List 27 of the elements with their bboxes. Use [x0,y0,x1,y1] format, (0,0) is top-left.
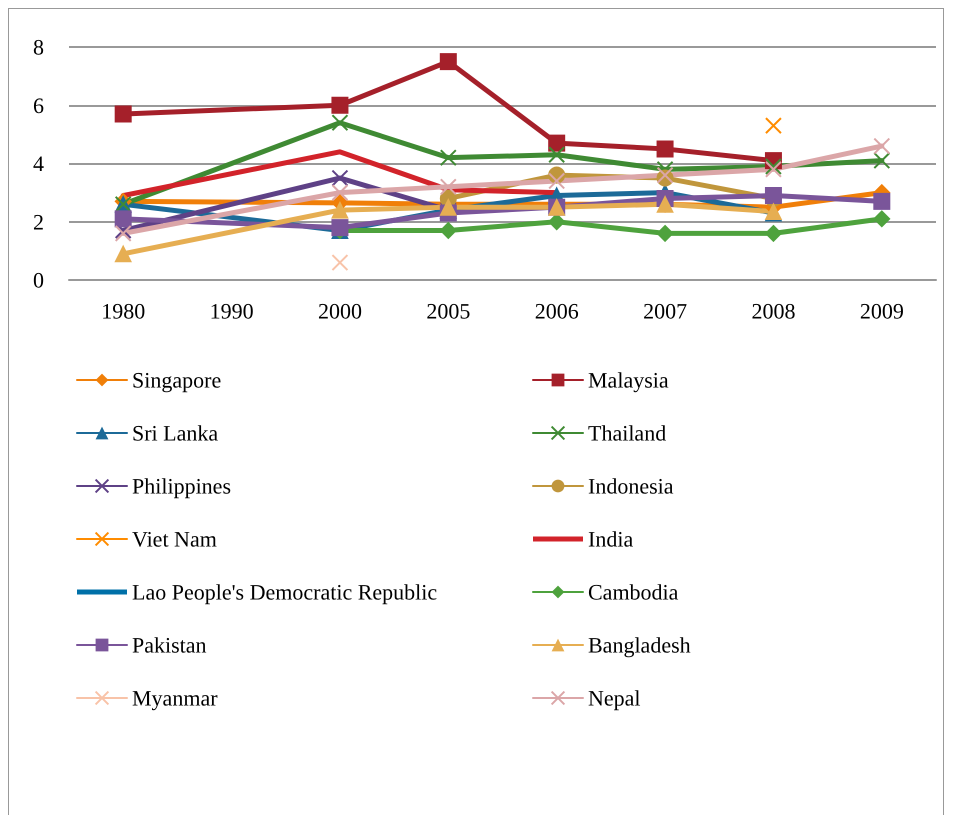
legend-label: Nepal [588,686,641,710]
x-tick-label: 2007 [643,298,688,324]
legend-label: Singapore [132,368,222,392]
y-tick-label: 0 [33,268,44,292]
legend-label: Indonesia [588,474,674,498]
legend-label: Philippines [132,474,232,498]
x-tick-label: 2008 [751,298,796,324]
legend-label: Sri Lanka [132,420,218,446]
y-tick-label: 4 [33,151,44,176]
y-tick-label: 8 [33,34,44,60]
x-tick-label: 1980 [101,298,146,324]
x-tick-label: 2006 [534,298,579,324]
x-tick-label: 2005 [426,298,470,324]
legend-label: Lao People's Democratic Republic [132,580,438,604]
legend-label: Myanmar [132,686,218,710]
legend-label: India [588,526,634,552]
legend-label: Bangladesh [588,632,691,658]
legend-label: Cambodia [588,580,679,604]
y-tick-label: 6 [33,92,44,118]
legend-label: Pakistan [132,632,207,658]
x-tick-label: 1990 [210,298,254,324]
x-tick-label: 2009 [860,298,904,324]
legend-label: Thailand [588,420,666,446]
y-tick-label: 2 [33,209,44,234]
legend-label: Malaysia [588,368,669,392]
legend-label: Viet Nam [132,526,217,552]
x-tick-label: 2000 [318,298,362,324]
